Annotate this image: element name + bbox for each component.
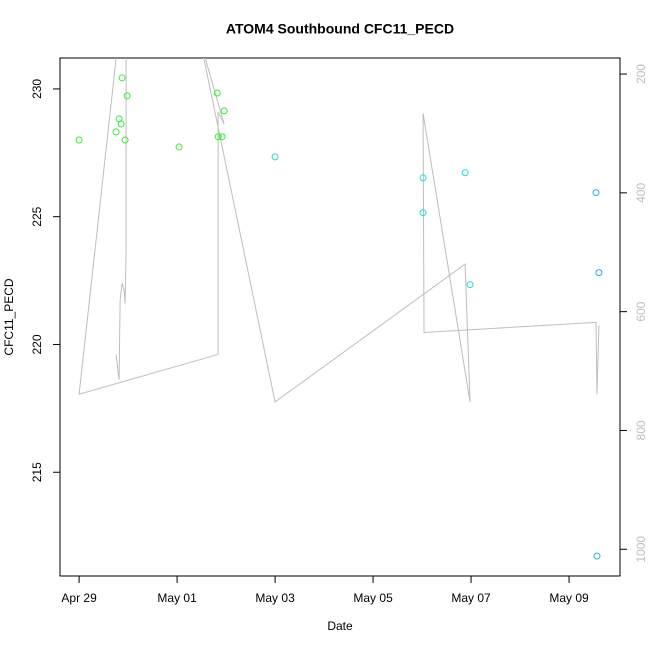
- point: [112, 128, 120, 136]
- x-tick-label: May 05: [353, 591, 393, 605]
- point: [466, 281, 474, 289]
- point: [218, 133, 226, 141]
- x-tick-label: May 01: [157, 591, 197, 605]
- plot-area: [75, 58, 603, 560]
- line: [78, 58, 600, 403]
- y-tick-label: 215: [30, 462, 44, 482]
- x-tick-label: May 09: [549, 591, 589, 605]
- point: [175, 143, 183, 151]
- y-tick-label: 225: [30, 206, 44, 226]
- y-axis-label: CFC11_PECD: [2, 278, 16, 355]
- y2-tick-label: 800: [634, 420, 648, 440]
- y2-tick-label: 600: [634, 301, 648, 321]
- point: [592, 189, 600, 197]
- point: [213, 89, 221, 97]
- point: [75, 136, 83, 144]
- point: [271, 153, 279, 161]
- point: [593, 552, 601, 560]
- point: [419, 209, 427, 217]
- point: [595, 269, 603, 277]
- point: [121, 136, 129, 144]
- y2-tick-label: 200: [634, 64, 648, 84]
- y2-tick-label: 400: [634, 183, 648, 203]
- y-tick-label: 220: [30, 334, 44, 354]
- x-tick-label: May 07: [451, 591, 491, 605]
- point: [214, 133, 222, 141]
- y-tick-label: 230: [30, 79, 44, 99]
- x-axis-label: Date: [327, 619, 353, 633]
- plot-frame: [59, 57, 621, 577]
- x-tick-label: May 03: [255, 591, 295, 605]
- point: [118, 74, 126, 82]
- point: [461, 169, 469, 177]
- chart-title: ATOM4 Southbound CFC11_PECD: [226, 21, 454, 37]
- y2-tick-label: 1000: [634, 536, 648, 563]
- point: [123, 92, 131, 100]
- x-tick-label: Apr 29: [61, 591, 97, 605]
- point: [220, 107, 228, 115]
- point: [117, 120, 125, 128]
- point: [419, 174, 427, 182]
